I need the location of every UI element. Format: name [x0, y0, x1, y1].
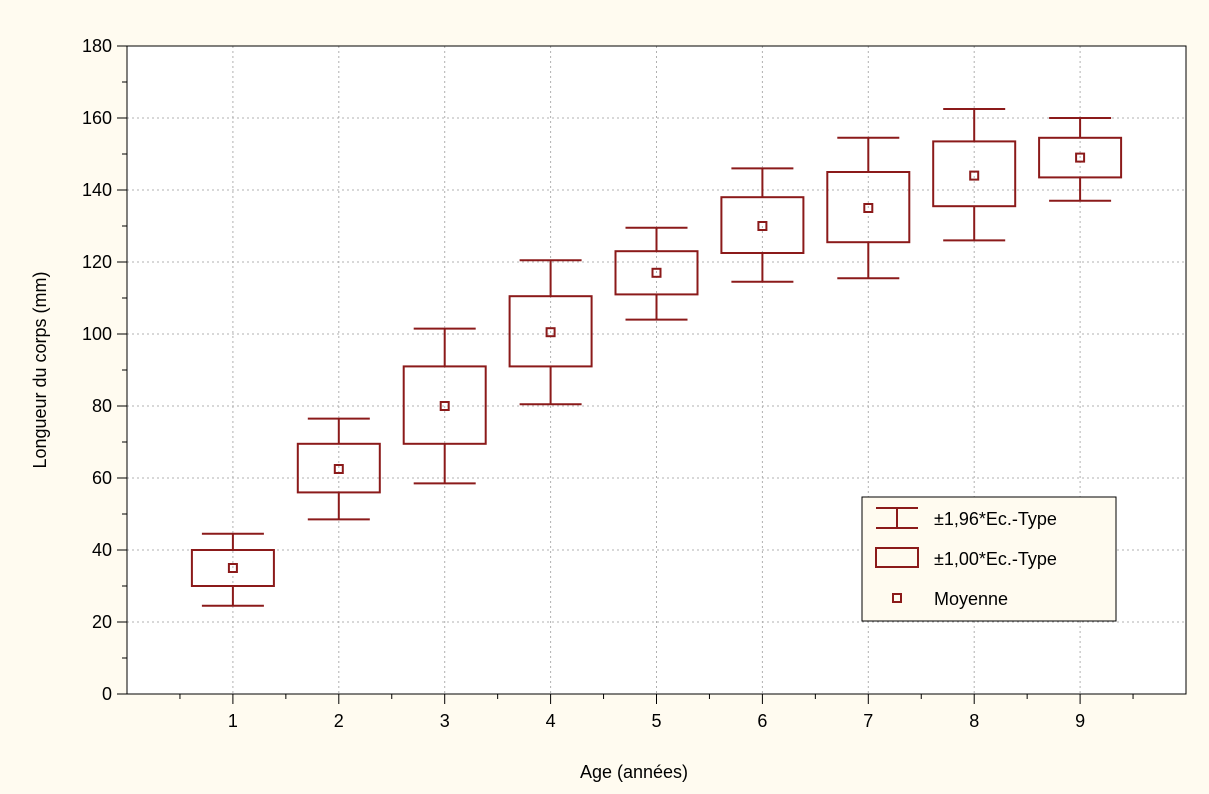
y-tick-label: 80 [92, 396, 112, 416]
sd-box [932, 140, 1017, 208]
x-tick-label: 2 [334, 711, 344, 731]
mean-marker [545, 327, 556, 338]
x-tick-label: 6 [757, 711, 767, 731]
sd-box [190, 549, 275, 587]
y-tick-label: 100 [82, 324, 112, 344]
legend-item-box: ±1,00*Ec.-Type [875, 547, 1057, 569]
box-group-age-1 [190, 532, 275, 607]
box-group-age-7 [826, 136, 911, 280]
sd-box [826, 171, 911, 244]
legend-item-mean: Moyenne [892, 589, 1008, 609]
y-axis: 0 20 40 60 80 100 120 140 160 180 [82, 36, 127, 704]
sd-box [1038, 136, 1123, 179]
x-tick-label: 4 [546, 711, 556, 731]
legend-label-whisker: ±1,96*Ec.-Type [934, 509, 1057, 529]
sd-box [614, 250, 699, 296]
x-axis: 1 2 3 4 5 6 7 8 9 [179, 694, 1134, 731]
box-group-age-3 [402, 327, 487, 485]
x-tick-label: 3 [440, 711, 450, 731]
legend-label-mean: Moyenne [934, 589, 1008, 609]
x-tick-label: 5 [651, 711, 661, 731]
legend-box [861, 496, 1117, 622]
mean-marker [969, 170, 980, 181]
y-tick-label: 120 [82, 252, 112, 272]
y-tick-label: 60 [92, 468, 112, 488]
mean-marker [1075, 152, 1086, 163]
x-tick-label: 9 [1075, 711, 1085, 731]
sd-box [402, 365, 487, 445]
sd-box [508, 295, 593, 368]
y-tick-label: 40 [92, 540, 112, 560]
data-marks [190, 108, 1123, 607]
x-tick-label: 1 [228, 711, 238, 731]
mean-marker [439, 401, 450, 411]
box-group-age-4 [508, 259, 593, 406]
legend-box-swatch [875, 547, 919, 568]
mean-marker [863, 203, 874, 213]
mean-marker [757, 221, 768, 231]
box-group-age-8 [932, 108, 1017, 242]
sd-box [720, 196, 805, 254]
y-tick-label: 0 [102, 684, 112, 704]
legend-item-whisker: ±1,96*Ec.-Type [876, 507, 1057, 529]
mean-marker [651, 267, 662, 278]
box-group-age-5 [614, 226, 699, 321]
y-tick-label: 20 [92, 612, 112, 632]
mean-marker [333, 464, 344, 474]
box-group-age-2 [296, 417, 381, 521]
box-group-age-6 [720, 167, 805, 283]
y-tick-label: 180 [82, 36, 112, 56]
sd-box [296, 442, 381, 494]
y-axis-label: Longueur du corps (mm) [30, 271, 50, 468]
legend-whisker-swatch [876, 507, 918, 529]
y-tick-label: 140 [82, 180, 112, 200]
x-tick-label: 7 [863, 711, 873, 731]
x-axis-label: Age (années) [580, 762, 688, 782]
legend-label-box: ±1,00*Ec.-Type [934, 549, 1057, 569]
box-group-age-9 [1038, 117, 1123, 202]
legend: ±1,96*Ec.-Type ±1,00*Ec.-Type Moyenne [861, 496, 1117, 622]
x-tick-label: 8 [969, 711, 979, 731]
mean-marker [227, 563, 238, 573]
legend-mean-swatch [892, 593, 902, 603]
y-tick-label: 160 [82, 108, 112, 128]
